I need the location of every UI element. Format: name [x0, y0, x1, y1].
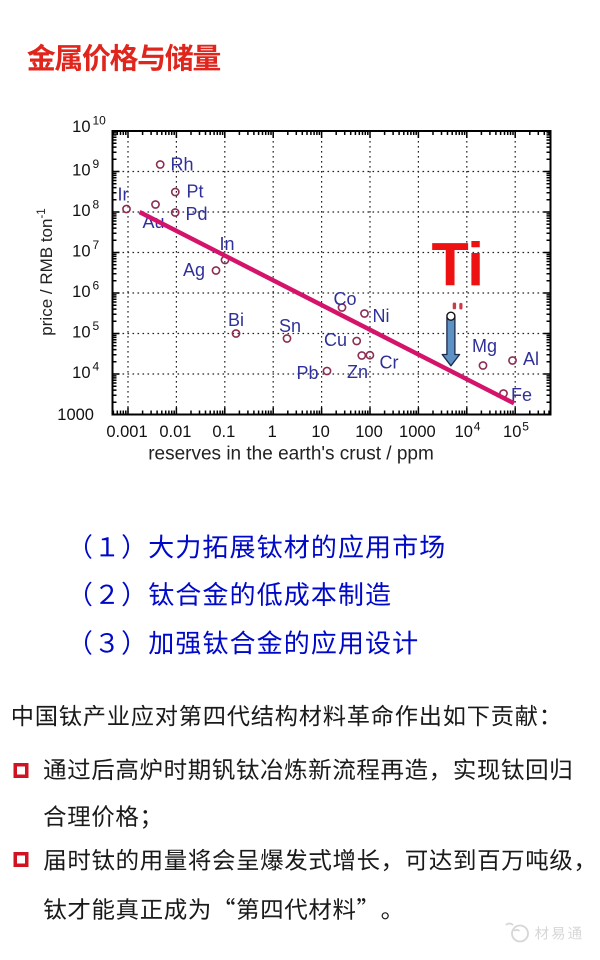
svg-text:9: 9: [93, 157, 100, 171]
svg-text:10: 10: [72, 242, 90, 260]
svg-text:Bi: Bi: [228, 310, 244, 330]
svg-text:7: 7: [93, 238, 100, 252]
svg-text:Ag: Ag: [183, 260, 205, 280]
svg-text:Cr: Cr: [380, 353, 399, 373]
svg-text:Sn: Sn: [279, 316, 301, 336]
svg-text:6: 6: [93, 279, 100, 293]
svg-text:Al: Al: [523, 349, 539, 369]
svg-text:1000: 1000: [57, 406, 94, 424]
svg-text:10: 10: [93, 114, 107, 128]
svg-text:price / RMB ton-1: price / RMB ton-1: [36, 208, 56, 335]
svg-text:1: 1: [268, 423, 277, 441]
svg-text:Zn: Zn: [347, 362, 368, 382]
svg-text:5: 5: [93, 319, 100, 333]
svg-text:Cu: Cu: [324, 330, 347, 350]
svg-text:0.1: 0.1: [212, 423, 235, 441]
svg-text:Mg: Mg: [472, 336, 497, 356]
svg-text:10: 10: [72, 161, 90, 179]
svg-text:10: 10: [72, 323, 90, 341]
svg-text:reserves in the earth's crust: reserves in the earth's crust / ppm: [148, 444, 434, 465]
svg-text:Fe: Fe: [511, 385, 532, 405]
svg-text:10: 10: [72, 364, 90, 382]
svg-text:10: 10: [72, 118, 90, 136]
svg-text:In: In: [220, 234, 235, 254]
svg-text:1000: 1000: [399, 423, 436, 441]
svg-text:0.01: 0.01: [159, 423, 191, 441]
svg-text:5: 5: [522, 420, 529, 434]
svg-text:Co: Co: [334, 289, 357, 309]
svg-text:Pt: Pt: [187, 181, 204, 201]
svg-text:0.001: 0.001: [106, 423, 147, 441]
svg-text:Pb: Pb: [297, 363, 319, 383]
svg-text:10: 10: [503, 423, 521, 441]
svg-text:Rh: Rh: [171, 154, 194, 174]
svg-text:10: 10: [72, 202, 90, 220]
svg-text:Ir: Ir: [118, 185, 129, 205]
svg-text:Ti: Ti: [432, 231, 484, 299]
svg-text:10: 10: [72, 283, 90, 301]
svg-text:10: 10: [311, 423, 329, 441]
svg-text:100: 100: [355, 423, 383, 441]
svg-text:Ni: Ni: [373, 306, 390, 326]
svg-text:Pd: Pd: [186, 204, 208, 224]
svg-text:8: 8: [93, 198, 100, 212]
svg-text:4: 4: [474, 420, 481, 434]
svg-text:4: 4: [93, 360, 100, 374]
svg-text:10: 10: [455, 423, 473, 441]
